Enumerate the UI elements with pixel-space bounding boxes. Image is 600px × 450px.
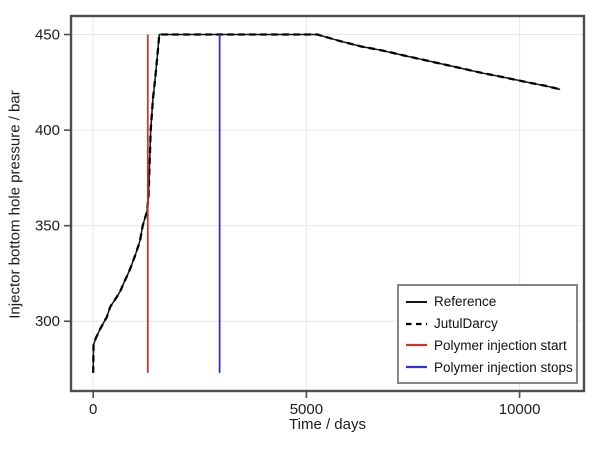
y-tick-label: 300 xyxy=(35,313,60,330)
x-tick-label: 5000 xyxy=(290,401,323,418)
legend-label-jutuldarcy: JutulDarcy xyxy=(434,316,498,332)
jutuldarcy-dashed-swatch-icon xyxy=(406,322,427,325)
x-tick-label: 10000 xyxy=(499,401,541,418)
legend-label-polymer-start: Polymer injection start xyxy=(434,337,567,353)
y-tick-label: 400 xyxy=(35,122,60,139)
x-axis-label: Time / days xyxy=(289,416,366,433)
x-tick-label: 0 xyxy=(89,401,97,418)
jutuldarcy-line xyxy=(92,33,561,373)
y-axis-label: Injector bottom hole pressure / bar xyxy=(6,90,24,319)
reference-line-swatch-icon xyxy=(406,300,427,303)
legend-label-polymer-stops: Polymer injection stops xyxy=(434,359,573,375)
legend-label-reference: Reference xyxy=(434,294,497,310)
y-tick-label: 450 xyxy=(35,27,60,44)
y-tick-label: 350 xyxy=(35,218,60,235)
polymer-start-swatch-icon xyxy=(406,344,427,347)
legend-item-polymer-stops: Polymer injection stops xyxy=(406,356,573,378)
axes-spines xyxy=(69,14,586,393)
polymer-stops-swatch-icon xyxy=(406,366,427,369)
legend-item-jutuldarcy: JutulDarcy xyxy=(406,313,570,335)
legend-item-polymer-start: Polymer injection start xyxy=(406,335,570,357)
legend: Reference JutulDarcy Polymer injection s… xyxy=(397,284,578,384)
legend-item-reference: Reference xyxy=(406,291,570,313)
